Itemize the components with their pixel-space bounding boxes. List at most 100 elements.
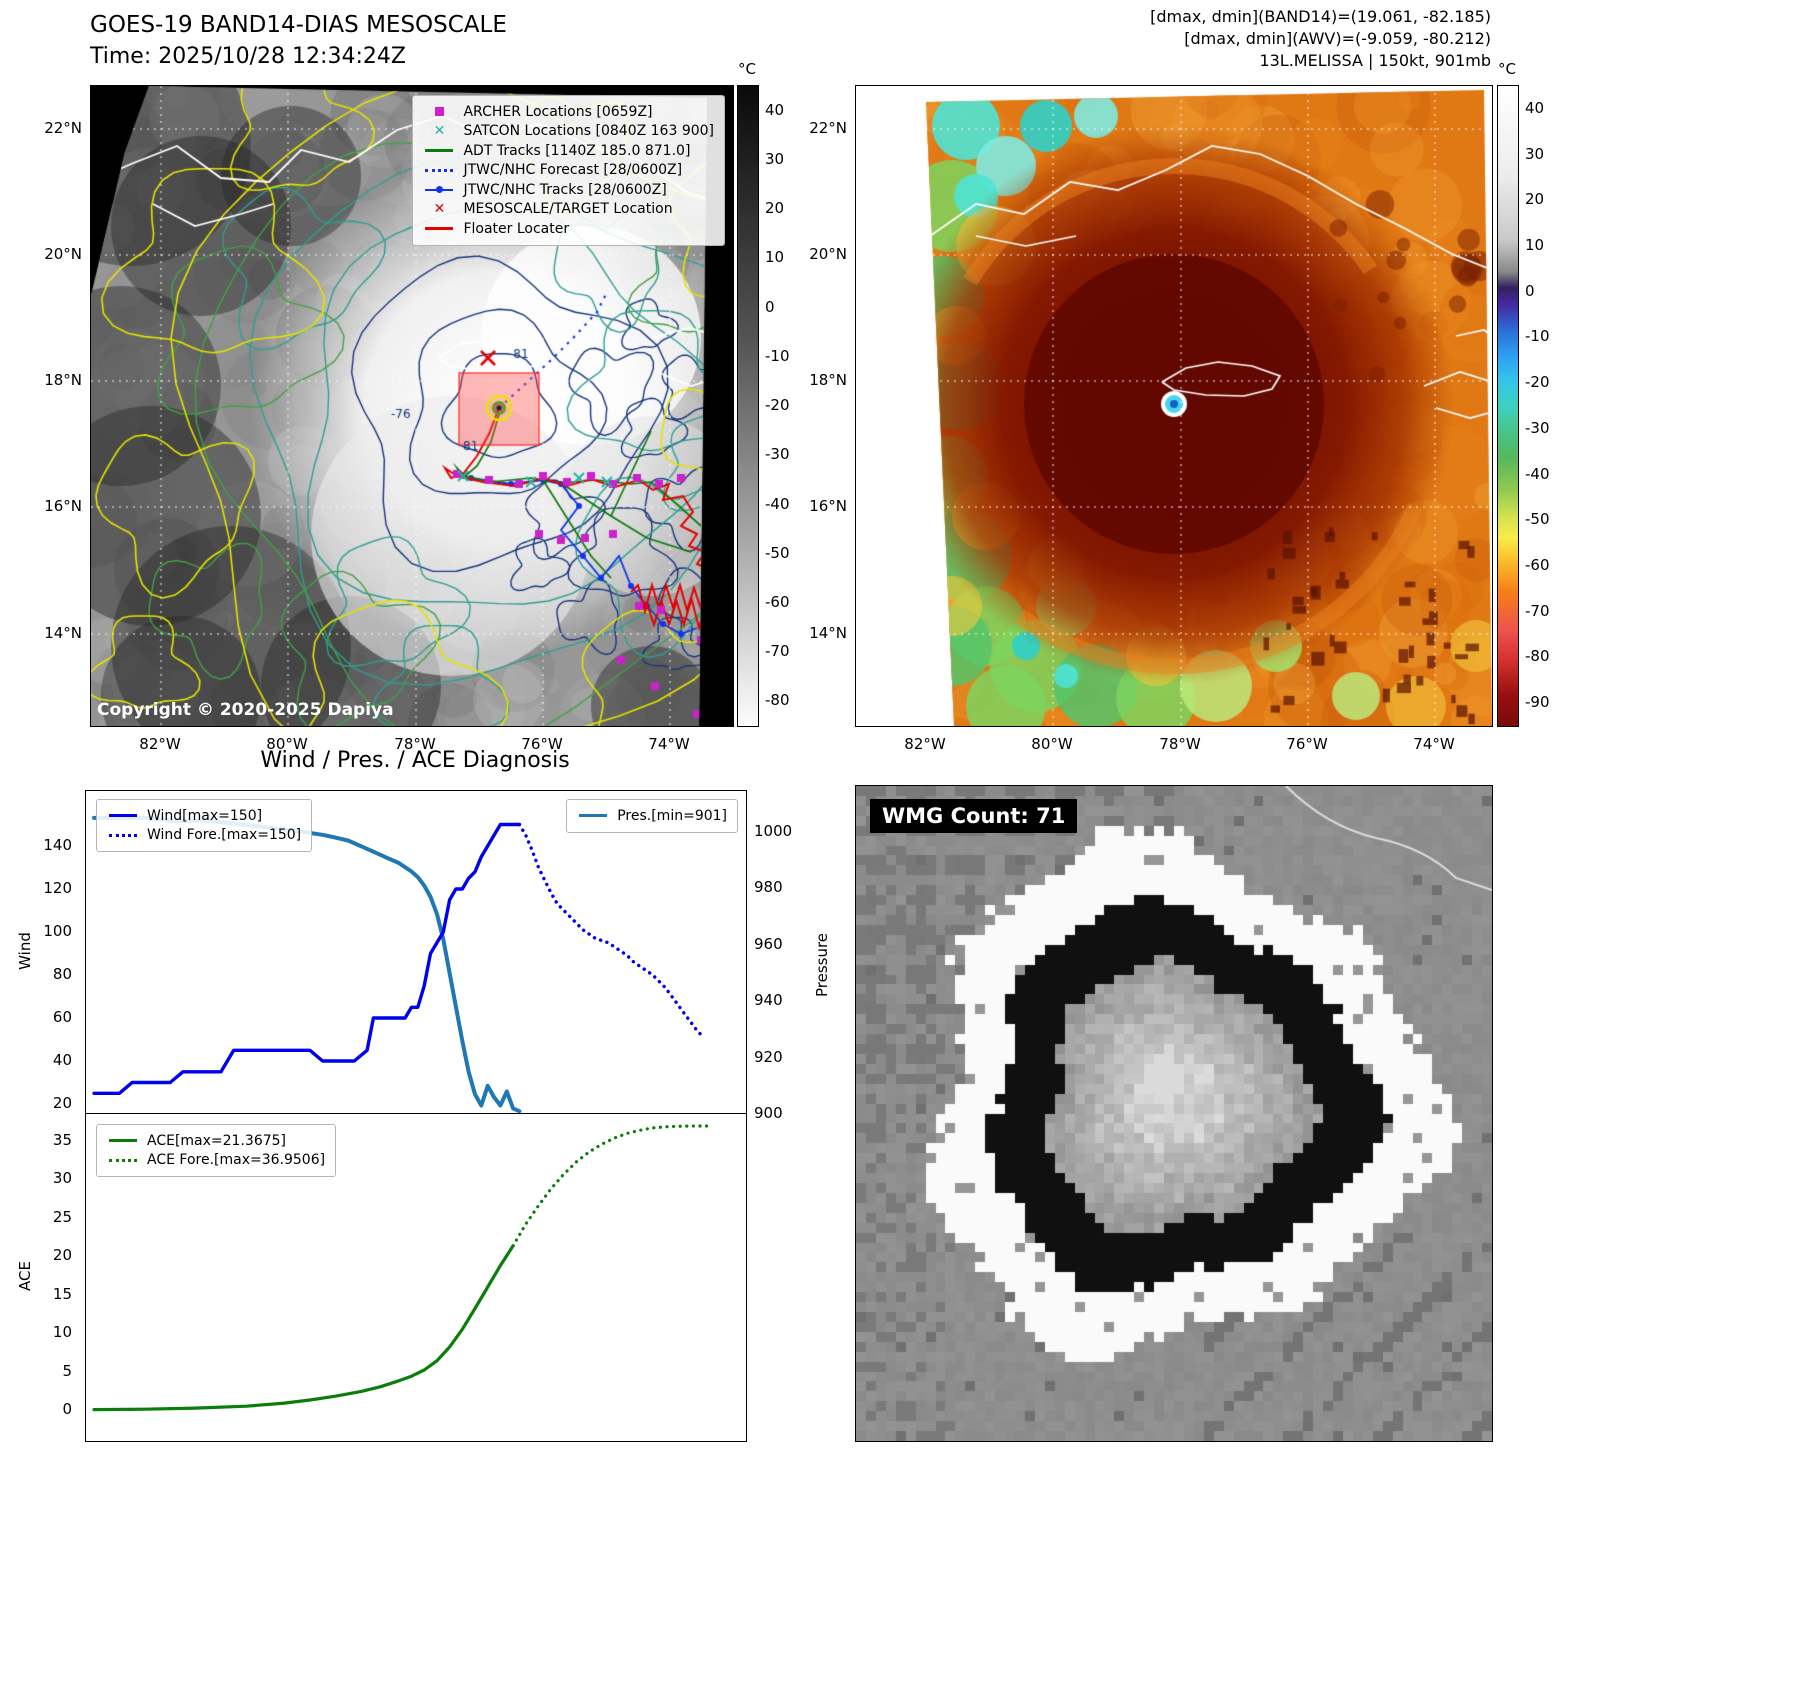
legend-item: ARCHER Locations [0659Z] <box>423 102 714 122</box>
square-swatch <box>434 107 444 117</box>
wmg-panel: WMG Count: 71 <box>855 785 1493 1442</box>
colorbar-tick-label: 0 <box>765 297 775 316</box>
axis-tick-label: 100 <box>43 922 72 940</box>
pressure-axis-ticks: 1000 980 960 940 920 900 <box>748 790 798 1122</box>
axis-tick-label: 0 <box>62 1400 72 1418</box>
ir-storm-id: 13L.MELISSA | 150kt, 901mb <box>1259 51 1491 70</box>
line-marker <box>107 1139 139 1143</box>
colorbar-tick-label: -10 <box>765 346 790 365</box>
goes-subtitle: Time: 2025/10/28 12:34:24Z <box>90 44 406 69</box>
line-swatch <box>425 149 454 153</box>
legend-label: Wind Fore.[max=150] <box>147 827 302 844</box>
colorbar-tick-label: -10 <box>1525 327 1550 346</box>
lon-tick-label: 78°W <box>1159 735 1201 753</box>
line-dot-swatch <box>425 185 454 193</box>
legend-item: ✕ SATCON Locations [0840Z 163 900] <box>423 122 714 142</box>
axis-tick-label: 80 <box>52 965 72 983</box>
series-line <box>92 815 522 1114</box>
ir-info-awv: [dmax, dmin](AWV)=(-9.059, -80.212) <box>1184 29 1491 48</box>
goes-colorbar <box>737 85 759 727</box>
lat-tick-label: 20°N <box>809 245 847 263</box>
wind-axis-label: Wind <box>16 932 34 970</box>
dotted-line-swatch <box>109 1158 137 1162</box>
axis-tick-label: 5 <box>62 1361 72 1380</box>
lon-tick-label: 78°W <box>394 735 436 753</box>
legend-item: ACE[max=21.3675] <box>107 1131 325 1151</box>
colorbar-tick-label: -70 <box>765 642 790 661</box>
axis-tick-label: 900 <box>754 1104 783 1122</box>
colorbar-tick-label: -80 <box>1525 647 1550 666</box>
dotted-marker <box>107 1158 139 1162</box>
colorbar-tick-label: -20 <box>765 396 790 414</box>
lat-tick-label: 14°N <box>809 624 847 642</box>
goes-title: GOES-19 BAND14-DIAS MESOSCALE <box>90 12 507 38</box>
lat-tick-label: 14°N <box>44 624 82 642</box>
legend-item: ADT Tracks [1140Z 185.0 871.0] <box>423 141 714 161</box>
axis-tick-label: 40 <box>52 1051 72 1069</box>
axis-tick-label: 1000 <box>754 822 793 840</box>
lat-tick-label: 18°N <box>809 371 847 389</box>
colorbar-tick-label: -70 <box>1525 601 1550 620</box>
square-marker <box>423 107 455 117</box>
x-marker: ✕ <box>433 123 446 140</box>
axis-tick-label: 60 <box>52 1008 72 1026</box>
axis-tick-label: 30 <box>52 1169 72 1188</box>
colorbar-tick-label: -80 <box>765 691 790 710</box>
ir-colorbar-ticks: 40 30 20 10 0 -10 -20 -30 -40 -50 -60 -70 -80 -90 <box>1497 85 1557 725</box>
lon-tick-label: 76°W <box>521 735 563 753</box>
line-marker <box>577 814 609 818</box>
lat-tick-label: 16°N <box>809 497 847 515</box>
legend-label: ACE[max=21.3675] <box>147 1132 287 1149</box>
legend-label: Pres.[min=901] <box>617 807 727 824</box>
diagnosis-title: Wind / Pres. / ACE Diagnosis <box>260 748 570 773</box>
line-marker <box>107 814 139 818</box>
legend-label: ADT Tracks [1140Z 185.0 871.0] <box>463 142 691 159</box>
colorbar-tick-label: 0 <box>1525 281 1535 300</box>
axis-tick-label: 140 <box>43 836 72 854</box>
ir-colorbar <box>1497 85 1519 727</box>
ace-chart: ACE[max=21.3675] ACE Fore.[max=36.9506] <box>85 1113 747 1442</box>
axis-tick-label: 920 <box>754 1047 783 1066</box>
ir-lon-axis: 82°W 80°W 78°W 76°W 74°W <box>855 731 1491 755</box>
goes-lat-axis: 22°N 20°N 18°N 16°N 14°N <box>40 85 88 725</box>
line-swatch <box>109 1139 137 1143</box>
legend-item: Wind[max=150] <box>107 806 301 826</box>
colorbar-tick-label: 10 <box>1525 236 1545 254</box>
colorbar-tick-label: -40 <box>765 494 790 513</box>
lon-tick-label: 82°W <box>139 735 181 753</box>
pressure-legend: Pres.[min=901] <box>566 799 738 833</box>
wmg-canvas <box>856 786 1492 1441</box>
colorbar-tick-label: -30 <box>765 445 790 464</box>
pressure-axis-label: Pressure <box>813 932 831 998</box>
colorbar-tick-label: -40 <box>1525 464 1550 483</box>
line-swatch <box>579 814 608 818</box>
lat-tick-label: 22°N <box>809 119 847 137</box>
legend-label: Wind[max=150] <box>147 807 263 824</box>
dotted-marker <box>107 833 139 837</box>
series-line <box>511 1124 712 1248</box>
goes-colorbar-unit: °C <box>738 60 756 78</box>
dotted-marker <box>423 168 455 172</box>
series-line <box>92 1244 515 1412</box>
x-marker: ✕ <box>433 201 446 218</box>
series-line <box>517 822 706 1040</box>
goes-lon-axis: 82°W 80°W 78°W 76°W 74°W <box>90 731 732 755</box>
wind-pressure-chart: Wind[max=150] Wind Fore.[max=150] Pres.[m… <box>85 790 747 1115</box>
axis-tick-label: 120 <box>43 879 72 897</box>
map-legend: ARCHER Locations [0659Z] ✕ SATCON Location… <box>412 95 725 246</box>
lon-tick-label: 74°W <box>648 735 690 753</box>
ace-axis-ticks: 35 30 25 20 15 10 5 0 <box>28 1113 78 1440</box>
legend-label: ARCHER Locations [0659Z] <box>463 103 653 120</box>
ace-legend: ACE[max=21.3675] ACE Fore.[max=36.9506] <box>96 1124 337 1177</box>
lon-tick-label: 80°W <box>266 735 308 753</box>
series-line <box>92 822 522 1095</box>
colorbar-tick-label: 20 <box>765 199 785 218</box>
colorbar-tick-label: -90 <box>1525 693 1550 712</box>
colorbar-tick-label: -20 <box>1525 373 1550 392</box>
legend-label: MESOSCALE/TARGET Location <box>463 201 673 218</box>
line-swatch <box>425 227 454 231</box>
lon-tick-label: 80°W <box>1031 735 1073 753</box>
wmg-count-label: WMG Count: 71 <box>870 799 1078 833</box>
lon-tick-label: 76°W <box>1286 735 1328 753</box>
legend-label: Floater Locater <box>463 220 570 237</box>
